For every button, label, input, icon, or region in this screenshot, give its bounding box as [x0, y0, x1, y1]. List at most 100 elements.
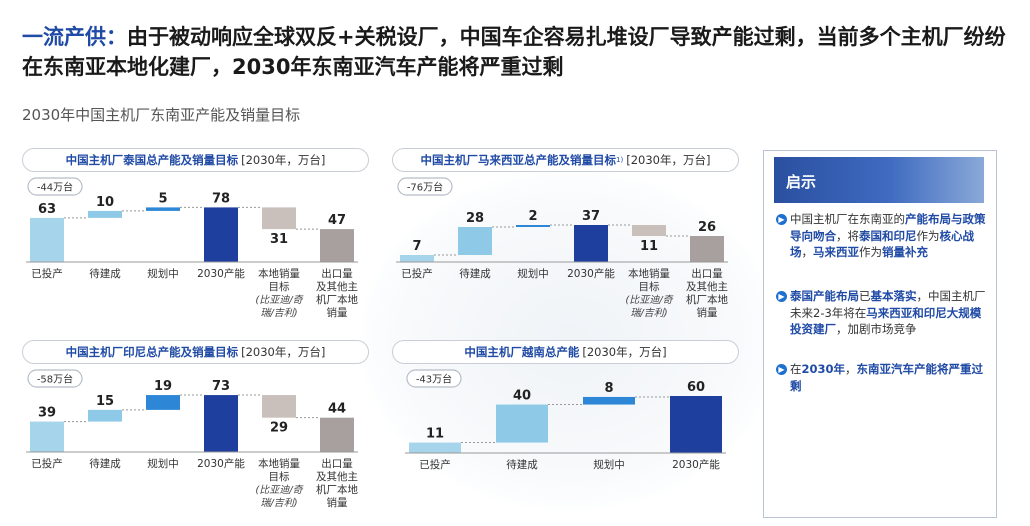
- insight-title: 启示: [786, 173, 817, 191]
- bar-6: [320, 417, 354, 452]
- bar-value-label: 2: [528, 209, 537, 224]
- category-label: 规划中: [147, 267, 179, 280]
- bar-value-label: 31: [270, 232, 288, 247]
- category-label: 目标: [639, 281, 660, 293]
- insight-bullet-run: 在: [790, 362, 802, 376]
- arrow-right-icon: ▶: [776, 364, 787, 375]
- category-note: 瑞/吉利): [630, 307, 667, 319]
- bar-1: [409, 442, 461, 453]
- chart-svg: -58万台 39 已投产 15 待建成 19 规划中 73 2030产能 29 本地销量目标(比亚迪…: [26, 369, 358, 509]
- chart-units: [2030年，万台]: [241, 153, 326, 167]
- insight-header: 启示: [774, 157, 984, 203]
- reduction-badge-label: -58万台: [37, 373, 73, 386]
- insight-bullet-1: ▶ 中国主机厂在东南亚的产能布局与政策导向吻合，将泰国和印尼作为核心战场，马来西亚…: [776, 211, 988, 261]
- category-label: 已投产: [401, 267, 433, 280]
- bar-4: [204, 395, 238, 452]
- insight-bullet-run: ，: [845, 362, 857, 376]
- reduction-badge: [406, 369, 462, 388]
- insight-bullet-run: 东南亚汽车产能将严重过剩: [790, 362, 984, 393]
- bar-5: [262, 395, 296, 418]
- insight-bullet-run: 核心战场: [790, 228, 974, 260]
- reduction-badge-label: -44万台: [37, 181, 73, 194]
- arrow-right-icon: ▶: [776, 214, 787, 225]
- insight-bullet-text: 泰国产能布局已基本落实，中国主机厂未来2-3年将在马来西亚和印尼大规模投资建厂，…: [790, 288, 988, 338]
- insight-bullet-run: ，加剧市场竞争: [836, 322, 917, 336]
- bar-3: [146, 395, 180, 410]
- bar-value-label: 28: [466, 211, 484, 226]
- bar-4: [670, 396, 722, 453]
- bar-value-label: 19: [154, 379, 172, 394]
- bar-value-label: 39: [38, 406, 56, 421]
- bar-value-label: 63: [38, 202, 56, 217]
- insight-bullet-2: ▶ 泰国产能布局已基本落实，中国主机厂未来2-3年将在马来西亚和印尼大规模投资建厂…: [776, 288, 988, 338]
- bar-value-label: 26: [698, 220, 716, 235]
- category-label: 及其他主: [316, 470, 358, 483]
- category-label: 销量: [327, 496, 348, 509]
- insight-bullet-run: 泰国和印尼: [859, 228, 917, 243]
- bar-value-label: 10: [96, 195, 114, 210]
- category-label: 2030产能: [197, 267, 245, 280]
- chart-thailand: 中国主机厂泰国总产能及销量目标 [2030年，万台] -44万台 63 已投产 10 待建…: [22, 148, 372, 328]
- bar-5: [632, 225, 666, 236]
- chart-indonesia: 中国主机厂印尼总产能及销量目标 [2030年，万台] -58万台 39 已投产 15 待建…: [22, 340, 372, 526]
- bar-value-label: 40: [513, 389, 531, 404]
- category-label: 出口量: [691, 267, 723, 280]
- category-label: 出口量: [321, 457, 353, 470]
- category-label: 待建成: [89, 457, 121, 470]
- bar-1: [30, 421, 64, 452]
- bar-3: [146, 207, 180, 211]
- insight-box: 启示 ▶ 中国主机厂在东南亚的产能布局与政策导向吻合，将泰国和印尼作为核心战场，马…: [763, 150, 997, 518]
- bar-3: [516, 225, 550, 227]
- insight-bullet-text: 在2030年，东南亚汽车产能将严重过剩: [790, 361, 988, 394]
- category-label: 已投产: [419, 458, 451, 471]
- insight-bullet-run: 泰国产能布局: [790, 289, 859, 303]
- insight-bullet-run: 销量补充: [882, 245, 928, 259]
- chart-units: [2030年，万台]: [582, 345, 667, 359]
- category-label: 机厂本地: [316, 293, 358, 306]
- bar-4: [574, 225, 608, 262]
- bar-1: [400, 255, 434, 262]
- chart-title-pill: 中国主机厂泰国总产能及销量目标 [2030年，万台]: [22, 148, 369, 172]
- category-note: 瑞/吉利): [260, 307, 297, 319]
- category-note: (比亚迪/奇: [255, 484, 303, 496]
- category-note: (比亚迪/奇: [625, 294, 673, 306]
- chart-title-pill: 中国主机厂马来西亚总产能及销量目标 1) [2030年，万台]: [392, 148, 739, 172]
- reduction-badge: [27, 177, 83, 196]
- category-label: 待建成: [89, 267, 121, 280]
- chart-title: 中国主机厂越南总产能: [464, 345, 580, 359]
- category-label: 规划中: [147, 457, 179, 470]
- bar-value-label: 47: [328, 213, 346, 228]
- chart-title-pill: 中国主机厂印尼总产能及销量目标 [2030年，万台]: [22, 340, 369, 364]
- bar-2: [88, 409, 122, 422]
- category-label: 机厂本地: [686, 293, 728, 306]
- headline: 一流产供：由于被动响应全球双反+关税设厂，中国车企容易扎堆设厂导致产能过剩，当前…: [22, 22, 1012, 82]
- bar-value-label: 7: [412, 239, 421, 254]
- category-label: 本地销量: [628, 267, 670, 280]
- reduction-badge: [397, 177, 453, 196]
- bar-value-label: 60: [687, 380, 705, 395]
- category-label: 规划中: [593, 458, 625, 471]
- bar-5: [262, 207, 296, 230]
- category-note: (比亚迪/奇: [255, 294, 303, 306]
- chart-title-footnote: 1): [616, 156, 624, 164]
- category-label: 2030产能: [672, 458, 720, 471]
- chart-title: 中国主机厂马来西亚总产能及销量目标: [420, 153, 617, 167]
- insight-bullet-run: 作为: [859, 245, 882, 259]
- category-label: 及其他主: [686, 280, 728, 293]
- headline-text: 由于被动响应全球双反+关税设厂，中国车企容易扎堆设厂导致产能过剩，当前多个主机厂…: [22, 25, 1006, 79]
- category-label: 本地销量: [258, 457, 300, 470]
- bar-value-label: 78: [212, 191, 230, 206]
- category-label: 及其他主: [316, 280, 358, 293]
- category-label: 已投产: [31, 457, 63, 470]
- chart-units: [2030年，万台]: [241, 345, 326, 359]
- reduction-badge: [27, 369, 83, 388]
- insight-bullet-run: 产能布局与政策导向吻合: [790, 212, 986, 243]
- category-label: 销量: [327, 306, 348, 319]
- bar-value-label: 5: [158, 191, 167, 206]
- insight-bullet-run: 中国主机厂在东南亚的: [790, 212, 905, 226]
- insight-bullet-text: 中国主机厂在东南亚的产能布局与政策导向吻合，将泰国和印尼作为核心战场，马来西亚作…: [790, 211, 988, 261]
- bar-2: [496, 404, 548, 443]
- reduction-badge-label: -43万台: [416, 373, 452, 386]
- chart-svg: -44万台 63 已投产 10 待建成 5 规划中 78 2030产能 31 本地销量目标(比亚迪/…: [26, 177, 358, 319]
- bar-1: [30, 217, 64, 262]
